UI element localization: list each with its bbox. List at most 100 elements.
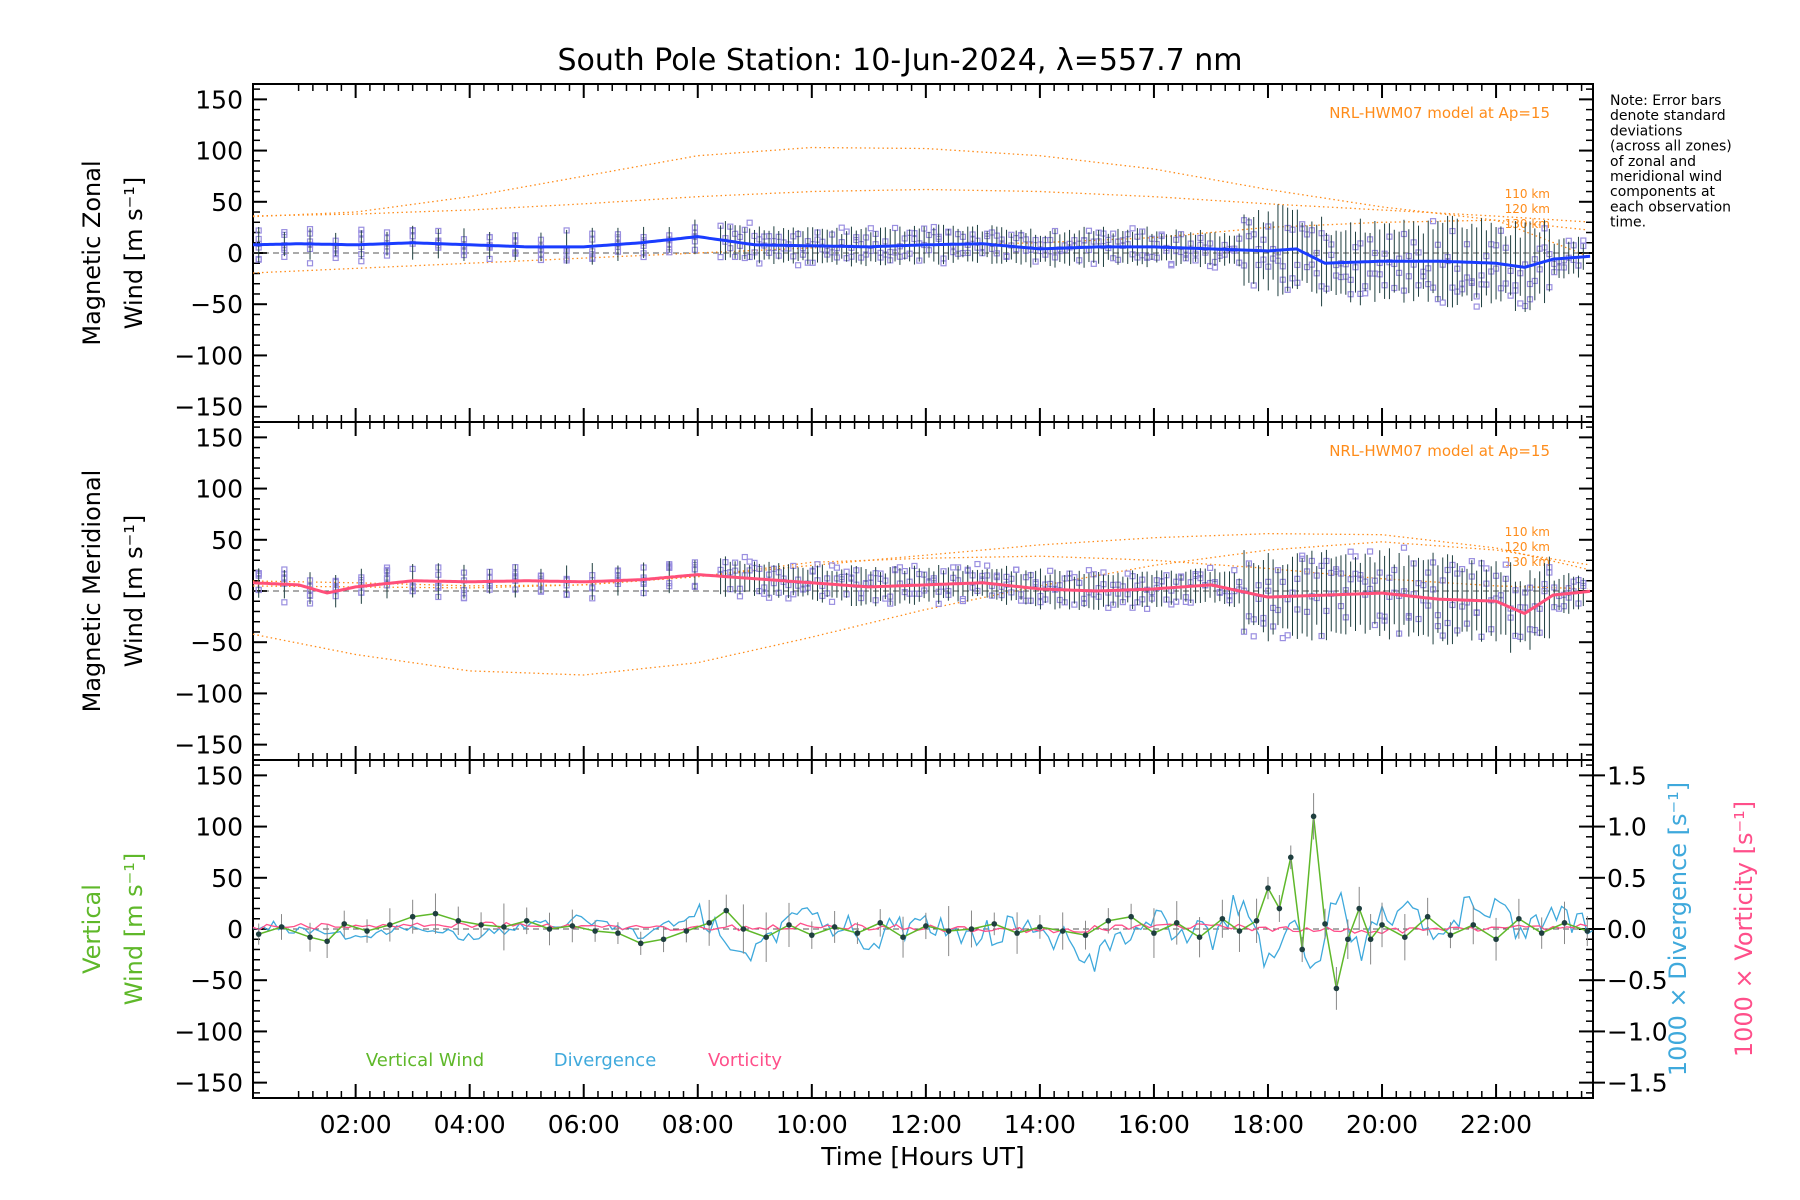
y-tick-label: −50	[190, 290, 243, 319]
scatter-point	[1473, 303, 1480, 310]
vertical-wind-point	[387, 922, 393, 928]
vertical-wind-point	[1379, 922, 1385, 928]
chart-title: South Pole Station: 10-Jun-2024, λ=557.7…	[557, 43, 1242, 78]
vertical-wind-point	[1037, 924, 1043, 930]
model-altitude-label: 130 km	[1505, 217, 1550, 231]
model-curve	[252, 541, 1588, 676]
x-tick-label: 18:00	[1232, 1110, 1304, 1139]
vertical-wind-point	[324, 938, 330, 945]
y-tick-label: 100	[195, 475, 243, 504]
y2-tick-label: 0.0	[1607, 915, 1647, 944]
y-tick-label: −150	[174, 731, 243, 760]
vertical-panel: 150 100 50 0 −50 −100 −150 Vertical Wind [m s⁻¹]…	[78, 759, 1758, 1171]
vertical-wind-point	[569, 923, 576, 929]
y-tick-label: 0	[227, 239, 243, 268]
vertical-wind-point	[1367, 936, 1374, 943]
scatter-point	[1366, 548, 1374, 555]
x-tick-label: 16:00	[1118, 1110, 1190, 1139]
y2-tick-label: −0.5	[1607, 966, 1668, 995]
note-line: (across all zones)	[1610, 139, 1732, 155]
scatter-point	[1129, 225, 1136, 232]
vertical-wind-point	[1516, 915, 1522, 922]
note-line: meridional wind	[1610, 169, 1722, 185]
note-line: each observation	[1610, 199, 1731, 215]
scatter-point	[717, 254, 724, 261]
zonal-panel: 150 100 50 0 −50 −100 −150 Magnetic Zonal Wind […	[78, 83, 1594, 423]
model-altitude-label: 110 km	[1505, 525, 1550, 539]
vertical-wind-point	[1356, 905, 1363, 912]
y-axis-label-line1: Magnetic Meridional	[78, 470, 106, 713]
y2-axis-label-divergence: 1000 × Divergence [s⁻¹]	[1664, 782, 1692, 1076]
scatter-point	[838, 224, 845, 231]
vertical-wind-point	[1470, 922, 1477, 928]
scatter-point	[984, 562, 991, 569]
vertical-wind-point	[1561, 920, 1568, 926]
scatter-point	[1502, 561, 1509, 568]
vertical-wind-point	[523, 918, 530, 924]
scatter-point	[1400, 544, 1408, 551]
scatter-point	[795, 262, 802, 269]
legend-item: Divergence	[554, 1050, 657, 1071]
scatter-point	[867, 225, 874, 232]
note-line: components at	[1610, 184, 1716, 200]
vertical-wind-point	[809, 932, 815, 938]
vorticity-line	[252, 921, 1588, 935]
note-line: deviations	[1610, 123, 1682, 139]
y-axis-label-line2: Wind [m s⁻¹]	[120, 515, 148, 667]
scatter-point	[1580, 237, 1587, 244]
model-curve	[252, 146, 1588, 231]
scatter-point	[741, 553, 748, 561]
divergence-axis-label: 1000 × Divergence [s⁻¹]	[1664, 782, 1692, 1076]
y2-tick-label: 0.5	[1607, 864, 1647, 893]
y-tick-label: −100	[174, 1017, 243, 1046]
vertical-wind-point	[991, 921, 998, 927]
y-tick-label: −100	[174, 679, 243, 708]
y-tick-label: 150	[195, 761, 243, 790]
scatter-point	[1231, 567, 1238, 574]
vertical-wind-point	[455, 918, 462, 924]
scatter-point	[1284, 632, 1291, 639]
vertical-wind-point	[1402, 934, 1408, 940]
vertical-wind-point	[432, 910, 439, 917]
x-tick-label: 22:00	[1460, 1110, 1532, 1139]
vertical-wind-point	[1014, 930, 1020, 936]
vertical-wind-point	[1287, 854, 1294, 861]
vertical-wind-point	[1345, 936, 1351, 943]
vertical-wind-point	[660, 936, 667, 943]
x-tick-label: 02:00	[320, 1110, 392, 1139]
scatter-point	[828, 598, 836, 605]
vertical-wind-point	[854, 930, 861, 936]
vertical-wind-point	[1447, 932, 1454, 938]
scatter-point	[358, 258, 365, 265]
vertical-wind-point	[945, 928, 952, 934]
vertical-wind-point	[900, 934, 906, 940]
y2-axis-label-vorticity: 1000 × Vorticity [s⁻¹]	[1730, 801, 1758, 1057]
y-tick-label: 50	[211, 188, 243, 217]
vertical-wind-point	[1151, 930, 1157, 936]
vorticity-axis-label: 1000 × Vorticity [s⁻¹]	[1730, 801, 1758, 1057]
vertical-wind-point	[255, 931, 262, 937]
model-altitude-label: 110 km	[1505, 187, 1550, 201]
note-line: time.	[1610, 215, 1646, 231]
vertical-wind-point	[592, 928, 598, 934]
y-axis-label: Magnetic Zonal Wind [m s⁻¹]	[78, 160, 148, 345]
vertical-wind-point	[1236, 928, 1243, 934]
scatter-point	[974, 560, 981, 568]
vertical-wind-line	[258, 816, 1588, 989]
vertical-wind-point	[1322, 921, 1328, 927]
x-tick-label: 10:00	[776, 1110, 848, 1139]
scatter-point	[1347, 548, 1354, 555]
vertical-wind-point	[1173, 920, 1180, 926]
model-altitude-label: 130 km	[1505, 555, 1550, 569]
scatter-point	[833, 564, 840, 571]
vertical-wind-point	[786, 922, 792, 928]
vertical-wind-point	[706, 920, 712, 926]
y-tick-label: 100	[195, 137, 243, 166]
model-altitude-label: 120 km	[1505, 202, 1550, 216]
vertical-wind-point	[1333, 985, 1340, 992]
scatter-point	[1013, 566, 1020, 573]
scatter-point	[746, 219, 753, 226]
y-tick-label: 50	[211, 864, 243, 893]
